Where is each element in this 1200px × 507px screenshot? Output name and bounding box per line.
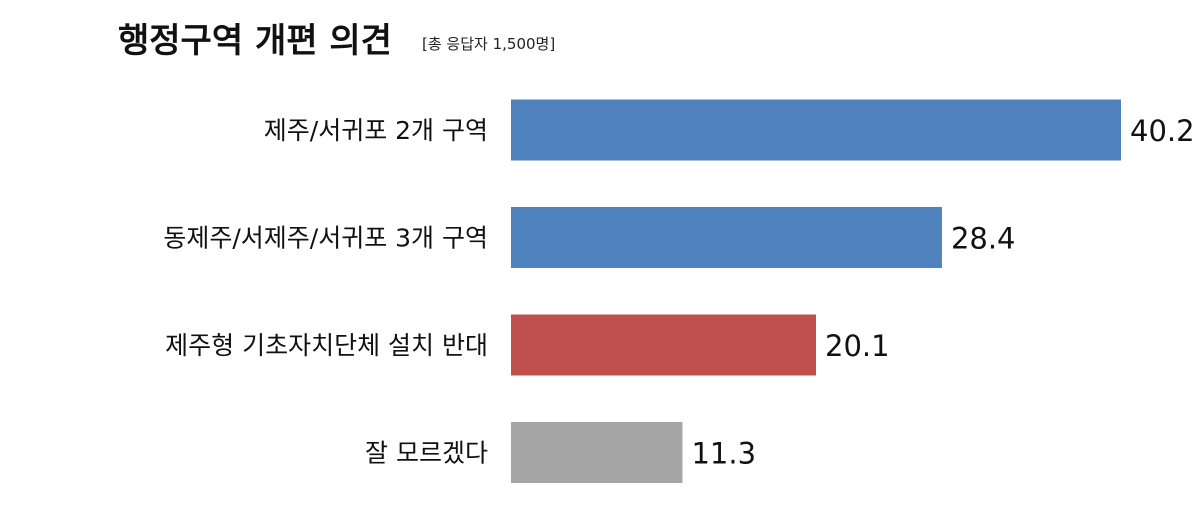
bars-group: 제주/서귀포 2개 구역 40.2 동제주/서제주/서귀포 3개 구역 28.4 제주형…: [163, 99, 1195, 483]
value-label: 28.4: [951, 222, 1016, 256]
category-label: 동제주/서제주/서귀포 3개 구역: [163, 224, 488, 253]
bar: [511, 422, 683, 483]
category-label: 제주/서귀포 2개 구역: [264, 116, 488, 145]
value-label: 11.3: [691, 437, 756, 471]
chart-subtitle: [총 응답자 1,500명]: [422, 35, 555, 53]
chart-title: 행정구역 개편 의견: [118, 21, 392, 61]
value-label: 40.2: [1130, 114, 1195, 148]
category-label: 제주형 기초자치단체 설치 반대: [165, 331, 488, 360]
bar: [511, 314, 816, 376]
bar: [511, 99, 1121, 161]
category-label: 잘 모르겠다: [365, 439, 488, 468]
bar: [511, 207, 942, 268]
value-label: 20.1: [825, 329, 890, 363]
